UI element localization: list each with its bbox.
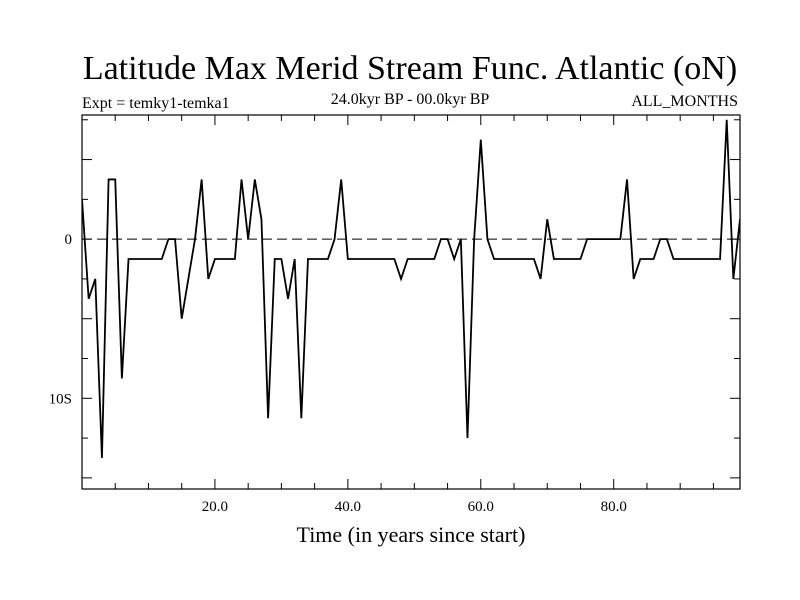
x-axis-label: Time (in years since start)	[297, 522, 526, 547]
chart-title: Latitude Max Merid Stream Func. Atlantic…	[83, 50, 737, 87]
x-tick-label: 60.0	[468, 499, 494, 515]
x-axis-ticks: 20.0 40.0 60.0 80.0	[81, 115, 714, 515]
plot-area	[82, 119, 740, 459]
time-range-label: 24.0kyr BP - 00.0kyr BP	[331, 91, 490, 108]
series-line	[82, 119, 740, 459]
experiment-label: Expt = temky1-temka1	[82, 95, 230, 112]
y-tick-label: 10S	[49, 391, 72, 407]
x-tick-label: 40.0	[335, 499, 361, 515]
y-axis-ticks: 0 10S	[49, 119, 740, 479]
x-tick-label: 20.0	[202, 499, 228, 515]
x-tick-label: 80.0	[601, 499, 627, 515]
months-label: ALL_MONTHS	[631, 93, 738, 110]
plot-frame	[81, 114, 741, 490]
y-tick-label: 0	[65, 232, 73, 248]
